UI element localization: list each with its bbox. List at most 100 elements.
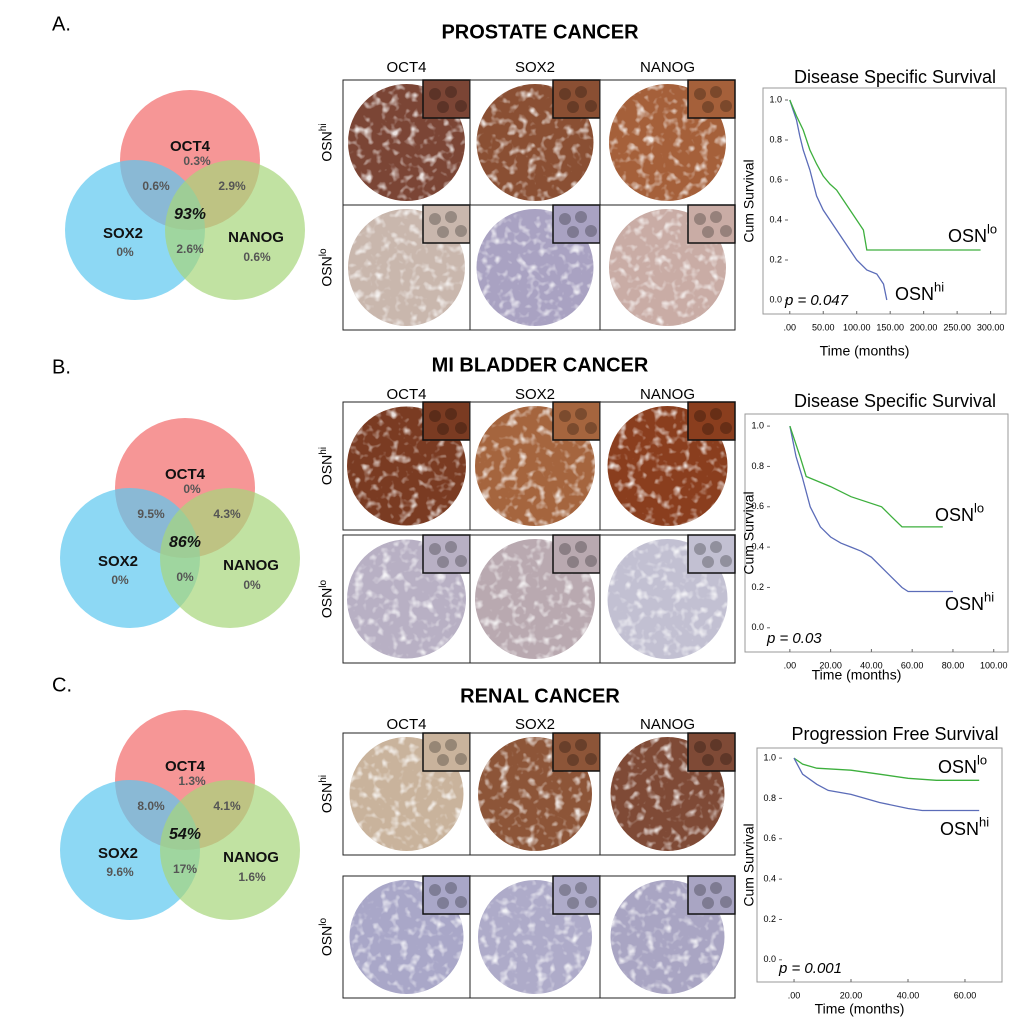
inset-nucleus <box>710 882 722 894</box>
inset-nucleus <box>720 225 732 237</box>
venn-percent: 8.0% <box>137 799 165 813</box>
venn-percent: 9.6% <box>106 865 134 879</box>
inset-nucleus <box>437 423 449 435</box>
x-tick-label: .00 <box>788 990 801 1000</box>
inset-nucleus <box>702 423 714 435</box>
inset-nucleus <box>702 897 714 909</box>
survival-curve <box>793 757 980 812</box>
stain-row-label-sup: hi <box>318 447 329 455</box>
inset-nucleus <box>575 211 587 223</box>
y-tick-label: 0.8 <box>769 134 782 144</box>
venn-percent: 0% <box>116 245 134 259</box>
stain-row-label-sup: lo <box>318 248 329 256</box>
venn-circle <box>60 780 200 920</box>
inset-nucleus <box>567 897 579 909</box>
venn-percent: 0.6% <box>243 250 271 264</box>
legend-label-sup: hi <box>984 590 994 605</box>
inset-nucleus <box>445 408 457 420</box>
x-tick-label: 50.00 <box>812 322 835 332</box>
y-tick-label: 0.0 <box>751 622 764 632</box>
p-value: p = 0.03 <box>766 630 822 647</box>
inset-nucleus <box>567 423 579 435</box>
legend-label: OSNlo <box>935 501 984 525</box>
inset-nucleus <box>567 556 579 568</box>
x-axis-label: Time (months) <box>815 1001 905 1017</box>
y-tick-label: 0.6 <box>763 833 776 843</box>
venn-percent: 4.1% <box>213 799 241 813</box>
x-tick-label: 60.00 <box>901 660 924 670</box>
x-tick-label: 100.00 <box>980 660 1008 670</box>
zoom-inset <box>422 204 471 244</box>
stain-column-label: SOX2 <box>515 386 555 403</box>
stain-column-label: NANOG <box>640 386 695 403</box>
inset-nucleus <box>437 226 449 238</box>
inset-nucleus <box>585 753 597 765</box>
inset-nucleus <box>455 225 467 237</box>
plot-frame <box>744 413 1009 653</box>
venn-set-label: NANOG <box>228 229 284 246</box>
y-tick-label: 0.2 <box>751 582 764 592</box>
venn-percent: 0% <box>176 570 194 584</box>
inset-nucleus <box>575 882 587 894</box>
legend-label: OSNlo <box>938 753 987 777</box>
zoom-inset <box>422 79 471 119</box>
venn-center-percent: 54% <box>169 826 201 843</box>
survival-curve <box>789 425 953 593</box>
inset-nucleus <box>710 739 722 751</box>
y-tick-label: 0.8 <box>751 461 764 471</box>
zoom-inset <box>687 732 736 772</box>
x-tick-label: 200.00 <box>910 322 938 332</box>
stain-row-label: OSNlo <box>318 248 335 287</box>
inset-nucleus <box>429 410 441 422</box>
stain-column-label: NANOG <box>640 59 695 76</box>
legend-label: OSNlo <box>948 222 997 246</box>
zoom-inset <box>687 204 736 244</box>
inset-nucleus <box>455 555 467 567</box>
inset-nucleus <box>710 541 722 553</box>
y-axis-label: Cum Survival <box>741 491 757 574</box>
y-axis-label: Cum Survival <box>741 823 757 906</box>
venn-circle <box>65 160 205 300</box>
inset-nucleus <box>567 226 579 238</box>
inset-nucleus <box>710 408 722 420</box>
venn-circle <box>165 160 305 300</box>
inset-nucleus <box>694 543 706 555</box>
x-tick-label: 80.00 <box>942 660 965 670</box>
venn-percent: 0% <box>183 482 201 496</box>
inset-nucleus <box>455 896 467 908</box>
survival-curve <box>793 757 980 781</box>
y-axis-label: Cum Survival <box>741 159 757 242</box>
zoom-inset <box>552 204 601 244</box>
chart-title: Disease Specific Survival <box>794 67 996 87</box>
inset-nucleus <box>694 88 706 100</box>
x-axis-label: Time (months) <box>820 343 910 359</box>
inset-nucleus <box>559 213 571 225</box>
venn-percent: 0.3% <box>183 154 211 168</box>
venn-percent: 0% <box>111 573 129 587</box>
panel-title: RENAL CANCER <box>460 685 620 707</box>
inset-nucleus <box>437 101 449 113</box>
inset-nucleus <box>429 741 441 753</box>
y-tick-label: 0.8 <box>763 793 776 803</box>
venn-percent: 2.9% <box>218 179 246 193</box>
x-axis-label: Time (months) <box>812 667 902 683</box>
inset-nucleus <box>445 739 457 751</box>
y-tick-label: 0.4 <box>751 541 764 551</box>
inset-nucleus <box>575 408 587 420</box>
inset-nucleus <box>575 739 587 751</box>
x-tick-label: .00 <box>784 322 797 332</box>
zoom-inset <box>552 401 601 441</box>
stain-row-label-sup: hi <box>318 123 329 131</box>
x-tick-label: 60.00 <box>954 990 977 1000</box>
inset-nucleus <box>720 422 732 434</box>
inset-nucleus <box>585 896 597 908</box>
venn-circle <box>160 488 300 628</box>
x-tick-label: 20.00 <box>840 990 863 1000</box>
venn-circle <box>160 780 300 920</box>
legend-label-sup: lo <box>987 222 997 237</box>
inset-nucleus <box>559 88 571 100</box>
inset-nucleus <box>710 86 722 98</box>
x-tick-label: 40.00 <box>897 990 920 1000</box>
inset-nucleus <box>585 422 597 434</box>
inset-nucleus <box>429 88 441 100</box>
